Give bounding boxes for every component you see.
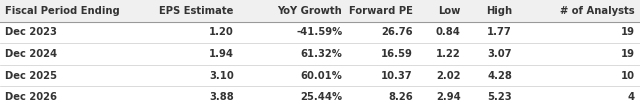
Text: Low: Low (438, 6, 461, 16)
Text: 4: 4 (628, 92, 635, 102)
Text: # of Analysts: # of Analysts (560, 6, 635, 16)
Text: 4.28: 4.28 (487, 71, 512, 81)
Bar (0, 86, 640, 108)
Text: 1.22: 1.22 (436, 49, 461, 59)
Text: 0.84: 0.84 (436, 27, 461, 37)
Text: 60.01%: 60.01% (301, 71, 342, 81)
Text: Dec 2025: Dec 2025 (5, 71, 57, 81)
Text: EPS Estimate: EPS Estimate (159, 6, 234, 16)
Text: 10.37: 10.37 (381, 71, 413, 81)
Text: High: High (486, 6, 512, 16)
Text: 19: 19 (621, 49, 635, 59)
Text: 2.02: 2.02 (436, 71, 461, 81)
Text: 10: 10 (621, 71, 635, 81)
Text: Dec 2024: Dec 2024 (5, 49, 57, 59)
Text: 26.76: 26.76 (381, 27, 413, 37)
Text: 2.94: 2.94 (436, 92, 461, 102)
Text: 3.88: 3.88 (209, 92, 234, 102)
Text: Dec 2026: Dec 2026 (5, 92, 57, 102)
Text: Fiscal Period Ending: Fiscal Period Ending (5, 6, 120, 16)
Text: 25.44%: 25.44% (300, 92, 342, 102)
Bar (0, 0, 640, 22)
Text: YoY Growth: YoY Growth (278, 6, 342, 16)
Text: 8.26: 8.26 (388, 92, 413, 102)
Text: 3.07: 3.07 (488, 49, 512, 59)
Bar (0, 65, 640, 86)
Bar (0, 43, 640, 65)
Text: 19: 19 (621, 27, 635, 37)
Text: Dec 2023: Dec 2023 (5, 27, 57, 37)
Text: 5.23: 5.23 (488, 92, 512, 102)
Text: Forward PE: Forward PE (349, 6, 413, 16)
Text: 1.94: 1.94 (209, 49, 234, 59)
Text: 16.59: 16.59 (381, 49, 413, 59)
Text: 1.20: 1.20 (209, 27, 234, 37)
Bar (0, 22, 640, 43)
Text: 1.77: 1.77 (487, 27, 512, 37)
Text: -41.59%: -41.59% (296, 27, 342, 37)
Text: 3.10: 3.10 (209, 71, 234, 81)
Text: 61.32%: 61.32% (301, 49, 342, 59)
